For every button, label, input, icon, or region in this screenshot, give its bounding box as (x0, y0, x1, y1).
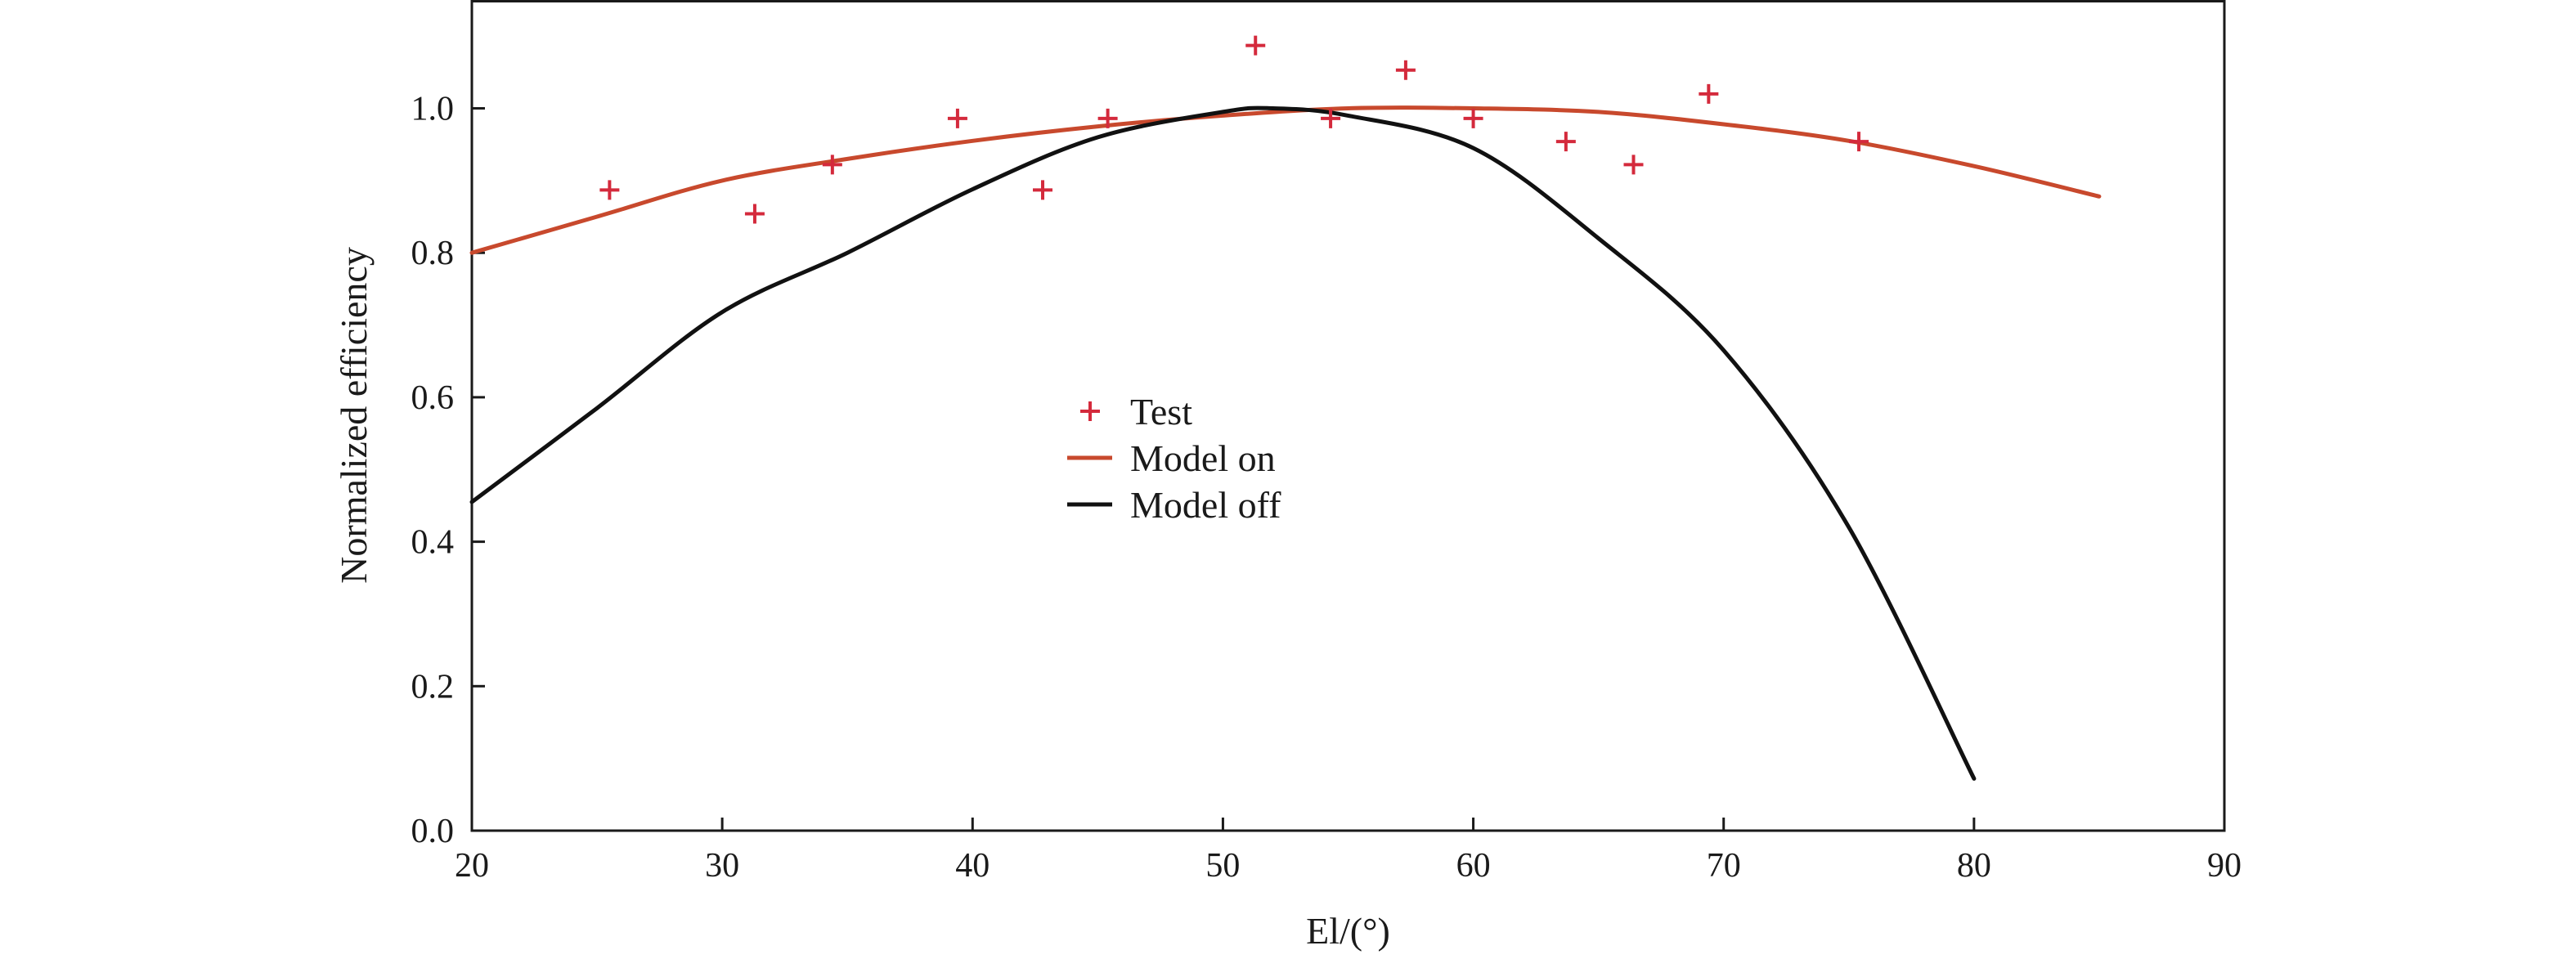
series-layer (469, 35, 2102, 781)
legend-item-test: Test (1080, 391, 1192, 432)
x-tick-label: 90 (2207, 847, 2242, 885)
y-axis: 0.0 0.2 0.4 0.6 0.8 1.0 (411, 91, 485, 850)
test-point (1097, 108, 1118, 128)
y-tick-label: 0.2 (411, 668, 455, 706)
x-axis-title: El/(°) (1306, 910, 1390, 952)
x-tick-label: 70 (1707, 847, 1741, 885)
legend-test-marker (1080, 401, 1100, 421)
x-tick-label: 50 (1205, 847, 1240, 885)
x-tick-label: 80 (1957, 847, 1991, 885)
series-line-model-on (469, 105, 2102, 255)
plot-area-frame (470, 0, 2226, 832)
y-tick-label: 1.0 (411, 91, 455, 128)
test-point (1555, 132, 1576, 152)
x-tick-label: 60 (1456, 847, 1491, 885)
x-tick-label: 40 (955, 847, 990, 885)
legend-item-model-off: Model off (1067, 484, 1281, 526)
y-tick-label: 0.6 (411, 379, 455, 417)
legend-model-on-label: Model on (1130, 437, 1276, 479)
test-point (1623, 155, 1644, 175)
test-point (1395, 60, 1416, 80)
legend: Test Model on Model off (1067, 391, 1281, 526)
y-tick-label: 0.0 (411, 813, 455, 850)
test-point (744, 204, 765, 224)
test-point (1463, 108, 1483, 128)
y-axis-title: Normalized efficiency (333, 247, 375, 584)
test-point (599, 180, 620, 200)
test-point (1849, 132, 1869, 152)
x-tick-label: 30 (705, 847, 739, 885)
legend-item-model-on: Model on (1067, 437, 1276, 479)
test-point (822, 155, 842, 175)
test-point (947, 108, 967, 128)
test-point (1033, 180, 1053, 200)
test-point (1321, 108, 1341, 128)
y-tick-label: 0.8 (411, 235, 455, 272)
y-tick-label: 0.4 (411, 524, 455, 562)
series-line-model-off (469, 105, 1977, 781)
test-point (1245, 35, 1266, 56)
x-tick-label: 20 (455, 847, 489, 885)
test-point (1699, 83, 1719, 104)
legend-test-label: Test (1130, 391, 1192, 432)
legend-model-off-label: Model off (1130, 484, 1281, 526)
x-axis: 20 30 40 50 60 70 80 90 (455, 818, 2242, 885)
